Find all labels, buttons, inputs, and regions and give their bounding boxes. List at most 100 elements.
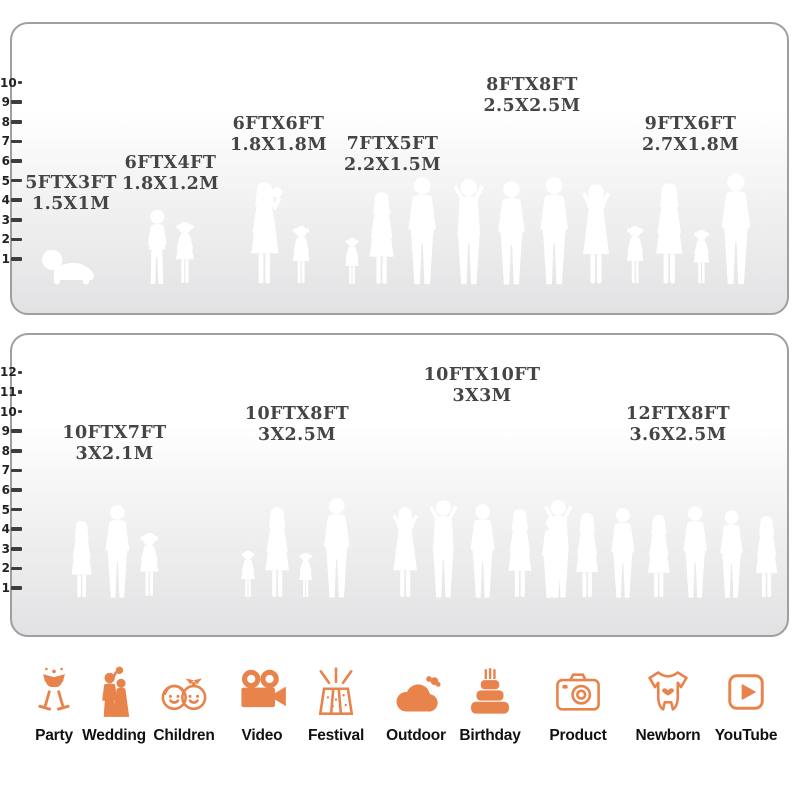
- person-silhouette: [539, 177, 568, 285]
- ruler-dash: [11, 159, 22, 163]
- ruler-dash: [11, 547, 22, 551]
- camera-icon: [552, 656, 604, 718]
- panel-small-medium: 5FTX3FT 1.5X1M 6FTX4FT 1.8X1.2M 6FTX6FT 1.8X1…: [10, 22, 789, 315]
- category-outdoor: Outdoor: [364, 656, 468, 745]
- backdrop-size-m: 2.5X2.5M: [483, 95, 581, 116]
- ruler-dash: [11, 586, 22, 590]
- ruler-dash: [11, 120, 22, 124]
- video-camera-icon: [236, 656, 288, 718]
- ruler-number: 12: [0, 365, 17, 380]
- person-silhouette: [140, 533, 159, 596]
- backdrop-size-m: 3X3M: [452, 385, 512, 406]
- cake-icon: [464, 656, 516, 718]
- category-festival: Festival: [284, 656, 388, 745]
- category-label: Outdoor: [386, 727, 446, 744]
- category-youtube: YouTube: [694, 656, 798, 745]
- ruler-dash: [11, 488, 22, 492]
- figure-group: [608, 173, 773, 287]
- category-product: Product: [526, 656, 630, 745]
- ruler-number: 9: [1, 424, 10, 439]
- ruler-tick-3ft: 3: [0, 212, 22, 228]
- ruler-tick-11ft: 11: [0, 384, 22, 400]
- person-silhouette: [582, 184, 610, 284]
- person-silhouette: [470, 504, 495, 598]
- ruler-dash: [17, 370, 22, 375]
- category-label: Birthday: [459, 727, 521, 744]
- cloud-icon: [390, 656, 442, 718]
- category-label: Festival: [307, 727, 365, 744]
- baby-silhouette: [41, 249, 94, 285]
- person-silhouette: [755, 516, 778, 598]
- ruler-number: 9: [1, 95, 10, 110]
- wedding-icon: [88, 656, 140, 718]
- figure-group: [542, 506, 800, 600]
- ruler-dash: [11, 178, 22, 183]
- person-silhouette: [147, 209, 167, 284]
- backdrop-size-ft: 6FTX6FT: [232, 114, 325, 135]
- ruler-tick-8ft: 8: [0, 114, 22, 130]
- figure-group: [116, 209, 225, 287]
- figure-group: [332, 177, 453, 287]
- backdrop-size-ft: 10FTX8FT: [244, 404, 350, 425]
- backdrop-size-m: 1.8X1.2M: [121, 173, 220, 194]
- person-silhouette: [627, 225, 644, 284]
- person-silhouette: [508, 509, 532, 597]
- person-silhouette: [369, 192, 394, 284]
- ruler-number: 6: [1, 483, 10, 497]
- category-row: Party Wedding Children Video Festival Outdoor…: [0, 656, 800, 766]
- backdrop-size-ft: 10FTX10FT: [423, 365, 541, 386]
- person-silhouette: [655, 183, 682, 284]
- backdrop-size-ft: 6FTX4FT: [124, 153, 217, 174]
- ruler-dash: [11, 429, 22, 433]
- person-silhouette: [392, 507, 418, 597]
- ruler-number: 1: [1, 252, 10, 266]
- play-button-icon: [720, 656, 772, 718]
- backdrop-size-label: 10FTX7FT 3X2.1M: [62, 423, 166, 464]
- backdrop-item: 7FTX5FT 2.2X1.5M: [338, 134, 447, 285]
- person-silhouette: [497, 181, 525, 285]
- backdrop-size-label: 5FTX3FT 1.5X1M: [25, 173, 117, 214]
- backdrop-item: 10FTX7FT 3X2.1M: [22, 423, 207, 598]
- ruler-dash: [11, 218, 22, 222]
- person-silhouette: [71, 521, 92, 598]
- person-silhouette: [576, 513, 599, 598]
- backdrop-item: 9FTX6FT 2.7X1.8M: [614, 114, 767, 285]
- person-silhouette: [299, 552, 313, 598]
- ruler-number: 5: [1, 502, 10, 517]
- ruler-dash: [11, 468, 22, 473]
- onesie-icon: [642, 656, 694, 718]
- ruler-tick-10ft: 10: [0, 75, 22, 91]
- ruler-tick-10ft: 10: [0, 404, 22, 420]
- person-silhouette: [647, 515, 670, 598]
- backdrop-item: 12FTX8FT 3.6X2.5M: [542, 404, 800, 598]
- backdrop-size-label: 10FTX10FT 3X3M: [424, 365, 541, 406]
- figure-group: [224, 181, 333, 287]
- ruler-tick-9ft: 9: [0, 423, 22, 439]
- ruler-number: 7: [1, 463, 10, 478]
- backdrop-size-m: 2.2X1.5M: [343, 154, 442, 175]
- backdrop-size-ft: 12FTX8FT: [625, 404, 731, 425]
- ruler-number: 8: [1, 443, 10, 458]
- backdrop-size-ft: 7FTX5FT: [346, 134, 439, 155]
- ruler-dash: [17, 390, 22, 394]
- backdrop-size-m: 3X2.5M: [258, 424, 336, 445]
- ruler-tick-12ft: 12: [0, 364, 22, 380]
- backdrop-size-ft: 9FTX6FT: [644, 114, 737, 135]
- person-silhouette: [292, 225, 310, 284]
- backdrop-size-m: 1.5X1M: [32, 193, 110, 214]
- ruler-tick-9ft: 9: [0, 94, 22, 110]
- backdrop-size-ft: 5FTX3FT: [25, 173, 117, 194]
- ruler-tick-1ft: 1: [0, 251, 22, 267]
- ruler-number: 3: [1, 541, 10, 556]
- ruler-number: 4: [1, 522, 10, 537]
- panel-large: 10FTX7FT 3X2.1M 10FTX8FT 3X2.5M 10FTX10FT 3X3…: [10, 333, 800, 637]
- backdrop-size-label: 10FTX8FT 3X2.5M: [245, 404, 349, 445]
- backdrop-size-label: 7FTX5FT 2.2X1.5M: [344, 134, 441, 175]
- person-silhouette: [344, 237, 359, 284]
- backdrop-size-m: 3.6X2.5M: [629, 424, 727, 445]
- ruler-number: 11: [0, 385, 17, 399]
- person-silhouette: [241, 550, 255, 597]
- ruler-dash: [11, 139, 22, 144]
- ruler-dash: [11, 449, 22, 453]
